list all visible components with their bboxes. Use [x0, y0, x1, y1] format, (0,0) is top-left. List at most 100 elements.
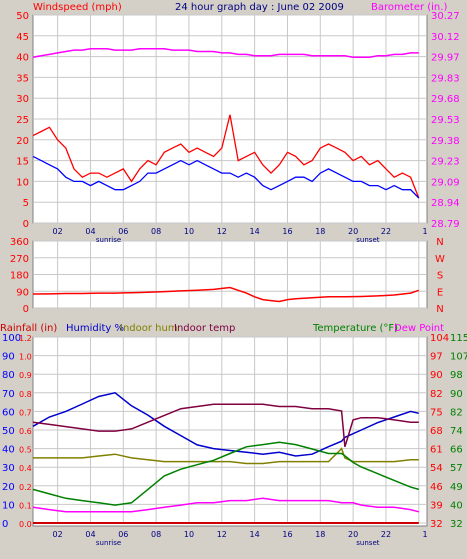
- direction-tick: 270: [10, 254, 29, 265]
- humidity-label: Humidity %: [66, 323, 124, 334]
- wind-gust-line: [32, 114, 420, 199]
- wind-series: [32, 47, 420, 199]
- humidity-tick: 10: [2, 500, 15, 511]
- sunset-label: sunset: [356, 236, 379, 244]
- direction-tick: 180: [10, 271, 29, 282]
- humidity-tick: 60: [2, 407, 15, 418]
- rain-tick: 0.9: [19, 371, 32, 380]
- temp-tick: 46: [430, 482, 443, 493]
- x-tick-label: 14: [250, 227, 260, 236]
- barometer-tick: 29.23: [431, 157, 460, 168]
- rain-tick: 0.8: [19, 390, 32, 399]
- windspeed-tick: 25: [16, 115, 29, 126]
- indoor-temp-label: Indoor temp: [174, 323, 235, 334]
- rain-tick: 0.4: [19, 464, 32, 473]
- direction-tick: 0: [23, 304, 29, 315]
- compass-tick: N: [436, 237, 443, 248]
- temp-tick-alt: 98: [450, 370, 463, 381]
- humidity-line: [32, 391, 419, 457]
- barometer-axis-label: Barometer (in.): [371, 2, 447, 13]
- temp-tick-alt: 57: [450, 463, 463, 474]
- humidity-tick: 0: [2, 519, 8, 530]
- rain-tick: 1.2: [19, 334, 32, 343]
- x-tick-label: 04: [85, 227, 95, 236]
- barometer-tick: 29.97: [431, 53, 460, 64]
- barometer-tick: 29.09: [431, 177, 460, 188]
- barometer-tick: 29.68: [431, 94, 460, 105]
- x-tick-label: 02: [53, 530, 63, 539]
- temp-tick: 90: [430, 370, 443, 381]
- barometer-line: [32, 47, 419, 58]
- dew-point-label: Dew Point: [394, 323, 444, 334]
- indoor-hum-label: Indoor hum: [120, 323, 178, 334]
- x-tick-label: 1: [422, 227, 427, 236]
- windspeed-tick: 0: [23, 219, 29, 230]
- temp-tick-alt: 107: [450, 352, 467, 363]
- x-tick-label: 08: [151, 530, 161, 539]
- compass-tick: N: [436, 304, 443, 315]
- temp-tick: 68: [430, 426, 443, 437]
- temp-tick: 32: [430, 519, 443, 530]
- direction-tick: 360: [10, 237, 29, 248]
- temp-tick-alt: 49: [450, 482, 463, 493]
- compass-tick: E: [437, 287, 443, 298]
- rain-tick: 0.1: [19, 501, 32, 510]
- humidity-tick: 30: [2, 463, 15, 474]
- temp-tick-alt: 115: [450, 333, 467, 344]
- rain-tick: 0.5: [19, 446, 32, 455]
- direction-tick: 90: [16, 287, 29, 298]
- x-tick-label: 06: [118, 530, 128, 539]
- humidity-tick: 70: [2, 389, 15, 400]
- rain-tick: 0.2: [19, 483, 32, 492]
- rain-tick: 0.7: [19, 408, 32, 417]
- windspeed-tick: 5: [23, 198, 29, 209]
- sunrise-label: sunrise: [96, 236, 121, 244]
- barometer-tick: 29.53: [431, 115, 460, 126]
- rainfall-label: Rainfall (in): [0, 323, 57, 334]
- direction-series: [32, 286, 420, 303]
- barometer-tick: 28.94: [431, 198, 460, 209]
- x-tick-label: 12: [217, 227, 227, 236]
- windspeed-tick: 45: [16, 32, 29, 43]
- x-tick-label: 18: [315, 227, 325, 236]
- windspeed-axis-label: Windspeed (mph): [33, 2, 122, 13]
- barometer-tick: 29.83: [431, 73, 460, 84]
- compass-tick: W: [435, 254, 445, 265]
- temp-tick: 54: [430, 463, 443, 474]
- x-tick-label: 20: [348, 227, 358, 236]
- windspeed-tick: 20: [16, 136, 29, 147]
- compass-tick: S: [437, 271, 443, 282]
- x-tick-label: 20: [348, 530, 358, 539]
- windspeed-tick: 15: [16, 157, 29, 168]
- humidity-tick: 100: [2, 333, 21, 344]
- x-tick-label: 14: [250, 530, 260, 539]
- x-tick-label: 22: [381, 227, 391, 236]
- humidity-tick: 80: [2, 370, 15, 381]
- indoor-temp-line: [32, 403, 419, 448]
- x-tick-label: 16: [282, 530, 292, 539]
- temp-tick-alt: 74: [450, 426, 463, 437]
- x-tick-label: 08: [151, 227, 161, 236]
- x-tick-label: 12: [217, 530, 227, 539]
- humidity-tick: 40: [2, 445, 15, 456]
- barometer-tick: 29.38: [431, 136, 460, 147]
- temp-tick: 75: [430, 407, 443, 418]
- x-tick-label: 22: [381, 530, 391, 539]
- x-tick-label: 02: [53, 227, 63, 236]
- temp-tick: 82: [430, 389, 443, 400]
- barometer-tick: 28.79: [431, 219, 460, 230]
- wind-axis-ticks: 0 5 10 15 20 25 30 35 40 45 50 28.79 28.94 29.09 29.23…: [16, 11, 459, 244]
- x-tick-label: 10: [184, 530, 194, 539]
- rain-tick: 0.6: [19, 427, 32, 436]
- barometer-tick: 30.12: [431, 32, 460, 43]
- windspeed-tick: 30: [16, 94, 29, 105]
- direction-axis-ticks: 0 N 90 E 180 S 270 W 360 N: [10, 237, 445, 315]
- temp-tick: 97: [430, 352, 443, 363]
- page-title: 24 hour graph day : June 02 2009: [175, 2, 344, 13]
- temperature-line: [32, 441, 420, 506]
- temp-tick-alt: 90: [450, 389, 463, 400]
- x-tick-label: 1: [422, 530, 427, 539]
- sunrise-label: sunrise: [96, 539, 121, 547]
- dew-point-line: [32, 497, 419, 513]
- wind-average-line: [32, 155, 420, 199]
